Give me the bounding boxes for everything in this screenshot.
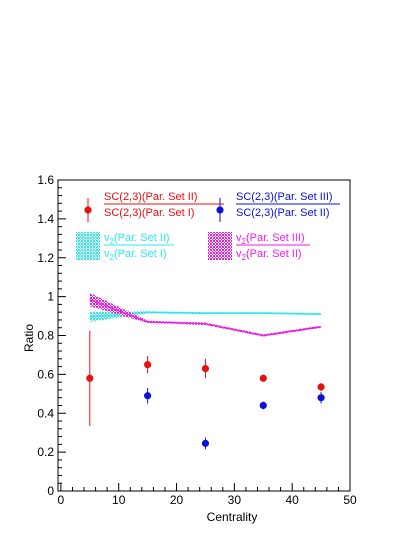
y-tick-label: 1.6 xyxy=(37,173,54,187)
legend-numerator-1: SC(2,3)(Par. Set III) xyxy=(236,191,333,203)
x-tick-label: 0 xyxy=(58,493,65,507)
data-point xyxy=(144,361,152,369)
band-series-3 xyxy=(89,292,322,337)
legend-numerator-3: v2(Par. Set III) xyxy=(236,232,305,246)
x-tick-label: 20 xyxy=(170,493,184,507)
y-tick-label: 0 xyxy=(47,484,54,498)
data-point xyxy=(317,383,325,391)
x-axis-title: Centrality xyxy=(207,510,258,524)
x-tick-label: 50 xyxy=(343,493,357,507)
legend-denominator-2: v2(Par. Set I) xyxy=(104,248,167,262)
data-point xyxy=(86,374,94,382)
x-tick-label: 30 xyxy=(228,493,242,507)
legend: SC(2,3)(Par. Set II) SC(2,3)(Par. Set I) S… xyxy=(76,191,340,262)
x-axis: 0 10 20 30 40 50 xyxy=(58,483,357,507)
band-line-3 xyxy=(89,298,322,337)
legend-marker-1 xyxy=(216,206,224,214)
x-tick-label: 40 xyxy=(285,493,299,507)
x-tick-label: 10 xyxy=(112,493,126,507)
legend-denominator-3: v2(Par. Set II) xyxy=(236,248,302,262)
y-tick-label: 0.8 xyxy=(37,329,54,343)
legend-numerator-0: SC(2,3)(Par. Set II) xyxy=(104,191,198,203)
legend-denominator-0: SC(2,3)(Par. Set I) xyxy=(104,207,194,219)
legend-marker-0 xyxy=(84,206,92,214)
legend-denominator-1: SC(2,3)(Par. Set II) xyxy=(236,207,330,219)
data-point xyxy=(201,364,210,373)
y-tick-label: 1.4 xyxy=(37,212,54,226)
y-axis: 0 0.2 0.4 0.6 0.8 1 1.2 1.4 1.6 xyxy=(37,173,66,498)
data-point xyxy=(144,392,152,400)
y-tick-label: 0.4 xyxy=(37,406,54,420)
legend-numerator-2: v2(Par. Set II) xyxy=(104,232,170,246)
y-tick-label: 1 xyxy=(47,290,54,304)
y-tick-label: 0.6 xyxy=(37,367,54,381)
series-layer xyxy=(86,292,325,450)
y-tick-label: 1.2 xyxy=(37,251,54,265)
data-point xyxy=(317,394,325,402)
data-point xyxy=(259,401,267,410)
legend-band-swatch-2 xyxy=(76,232,100,260)
data-point xyxy=(259,374,267,382)
y-axis-title: Ratio xyxy=(22,324,36,352)
data-point xyxy=(201,439,210,447)
legend-band-swatch-3 xyxy=(208,232,232,260)
y-tick-label: 0.2 xyxy=(37,445,54,459)
